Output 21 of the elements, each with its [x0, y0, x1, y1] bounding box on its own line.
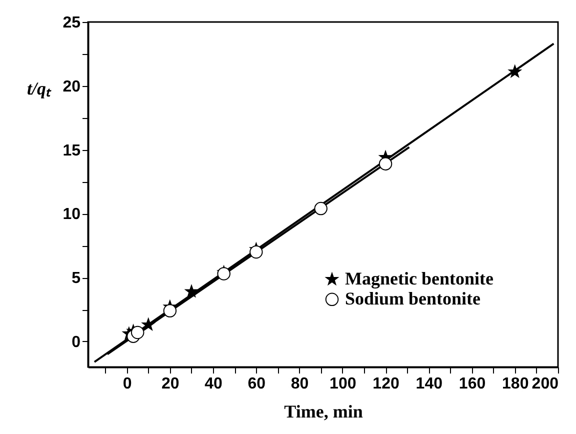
x-tick-label: 200: [532, 376, 559, 392]
x-tick-label: 140: [416, 376, 443, 392]
y-tick-label: 5: [72, 270, 81, 288]
legend-label: Magnetic bentonite: [345, 268, 494, 288]
y-tick-label: 10: [62, 206, 81, 224]
x-tick-label: 100: [330, 376, 356, 392]
x-tick-label: 20: [162, 376, 180, 392]
y-tick-label: 15: [62, 142, 81, 160]
y-tick-label: 20: [62, 78, 81, 96]
x-tick-label: 60: [248, 376, 266, 392]
y-tick-label: 0: [72, 334, 81, 351]
x-tick-label: 160: [458, 376, 486, 392]
x-tick-label: 0: [122, 376, 132, 392]
x-axis-title: Time, min: [284, 402, 363, 422]
x-tick-label: 80: [290, 376, 309, 392]
y-tick-label: 25: [62, 14, 81, 32]
x-tick-label: 120: [372, 376, 400, 392]
x-tick-label: 180: [502, 376, 529, 392]
y-axis-title: t/qₜ: [26, 78, 52, 98]
x-tick-label: 40: [204, 376, 223, 392]
legend-label: Sodium bentonite: [345, 288, 481, 308]
